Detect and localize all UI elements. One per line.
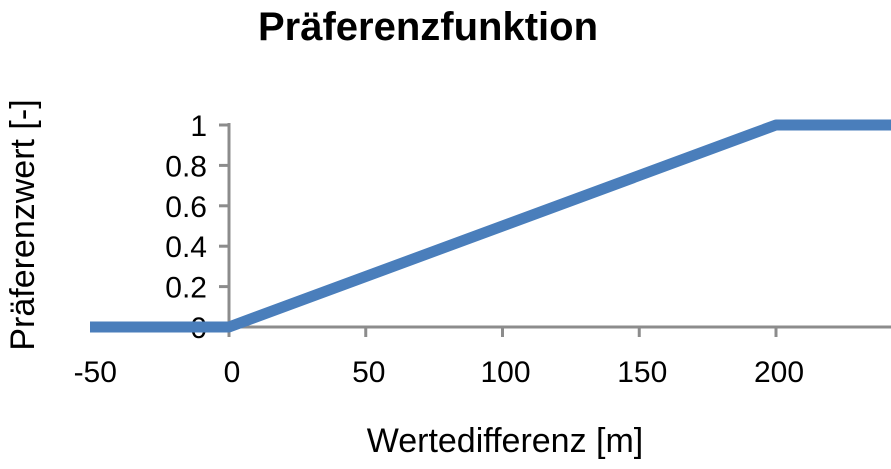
x-tick-label: 100	[480, 356, 530, 389]
chart-title: Präferenzfunktion	[258, 5, 598, 49]
y-tick-label: 1	[190, 110, 207, 143]
x-tick-label: -50	[74, 356, 117, 389]
y-tick-label: 0.2	[165, 272, 207, 305]
x-axis: -50 0 50 100 150 200	[74, 325, 891, 389]
x-axis-label: Wertedifferenz [m]	[367, 422, 644, 460]
x-tick-label: 0	[224, 356, 241, 389]
y-tick-label: 0.8	[165, 150, 207, 183]
y-tick-label: 0.4	[165, 231, 207, 264]
x-tick-label: 50	[352, 356, 385, 389]
y-axis: 00.20.40.60.81	[165, 110, 231, 345]
x-tick-label: 200	[754, 356, 804, 389]
series-layer	[90, 119, 891, 333]
x-tick-label: 150	[617, 356, 667, 389]
y-tick-label: 0.6	[165, 191, 207, 224]
y-axis-label: Präferenzwert [-]	[4, 99, 42, 350]
series-line	[90, 119, 891, 333]
